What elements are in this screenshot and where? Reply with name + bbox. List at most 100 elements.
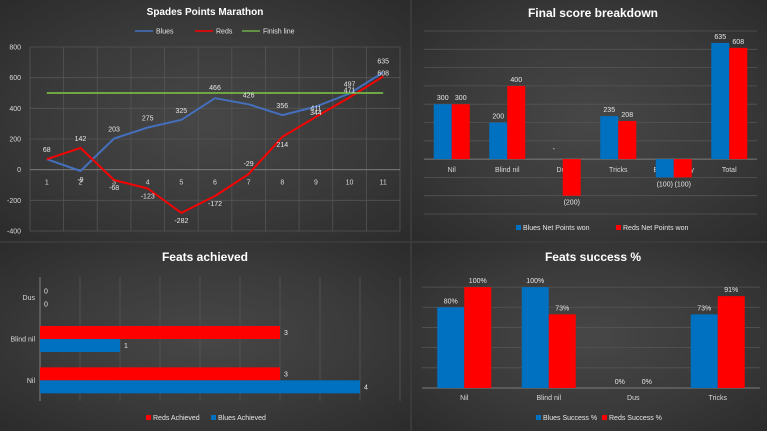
x-tick-label: 1: [45, 180, 49, 187]
x-tick-label: 10: [346, 180, 354, 187]
legend-label: Blues Achieved: [218, 415, 266, 422]
data-label: 100%: [526, 278, 544, 285]
data-label: (200): [564, 200, 580, 207]
chart-title: Final score breakdown: [528, 6, 658, 20]
data-label: 400: [510, 77, 522, 84]
reds-data-label: 142: [75, 136, 87, 143]
x-tick-label: 9: [314, 180, 318, 187]
legend-swatch-1: [516, 225, 521, 230]
x-tick-label: 5: [179, 180, 183, 187]
x-tick-label: 3: [112, 180, 116, 187]
legend-label: Reds Success %: [609, 415, 662, 422]
legend-label: Blues Success %: [543, 415, 597, 422]
legend-label: Reds Net Points won: [623, 225, 688, 232]
bar-blues: [600, 116, 619, 160]
x-tick-label: 7: [247, 180, 251, 187]
blues-data-label: 325: [176, 108, 188, 115]
category-label: Total: [722, 167, 737, 174]
blues-data-label: 356: [276, 103, 288, 110]
blues-data-label: -9: [77, 177, 83, 184]
reds-data-label: -282: [174, 218, 188, 225]
data-label: 3: [284, 371, 288, 378]
legend-label: Blues Net Points won: [523, 225, 590, 232]
blues-data-label: 203: [108, 127, 120, 134]
category-label: Blind nil: [495, 167, 520, 174]
blues-data-label: 635: [377, 58, 389, 65]
y-tick-label: 200: [9, 137, 21, 144]
bar-blues: [40, 380, 360, 394]
blues-data-label: 497: [344, 81, 356, 88]
x-tick-label: 6: [213, 180, 217, 187]
reds-data-label: -68: [109, 185, 119, 192]
x-tick-label: 2: [79, 180, 83, 187]
bar-reds: [618, 121, 637, 160]
data-label: 300: [437, 95, 449, 102]
data-label: -: [553, 146, 556, 153]
data-label: 0: [44, 302, 48, 309]
bar-reds: [40, 367, 280, 381]
category-label: Nil: [448, 167, 457, 174]
y-tick-label: -400: [7, 229, 21, 236]
reds-data-label: 214: [276, 142, 288, 149]
line-chart: Spades Points Marathon -400 -200 0 200 400 60…: [7, 7, 401, 236]
data-label: 0%: [642, 379, 652, 386]
data-label: 608: [732, 39, 744, 46]
bar-blues: [433, 104, 452, 160]
x-tick-label: 11: [380, 180, 387, 187]
data-label: (100): [675, 181, 691, 188]
score-breakdown-chart: Final score breakdown Nil 300 300 Blind nil…: [424, 6, 757, 232]
bar-reds: [673, 159, 692, 178]
legend-label: Reds Achieved: [153, 415, 200, 422]
bar-blues: [40, 339, 120, 352]
legend-swatch-2: [211, 415, 216, 420]
data-label: 73%: [555, 305, 569, 312]
x-tick-label: 4: [146, 180, 150, 187]
data-label: 0%: [615, 379, 625, 386]
series-line-2: [46, 75, 384, 214]
legend-swatch-2: [616, 225, 621, 230]
feats-achieved-panel: Feats achieved Nil 3 4 Blind nil 3 1 Dus 0 0 Reds…: [0, 243, 410, 431]
reds-data-label: -123: [141, 194, 155, 201]
chart-title: Feats success %: [545, 250, 641, 264]
data-label: 100%: [469, 278, 487, 285]
blues-data-label: 426: [243, 92, 255, 99]
bar-reds: [548, 314, 576, 388]
blues-data-label: 411: [310, 106, 321, 113]
bar-reds: [464, 287, 492, 388]
y-tick-label: 0: [17, 167, 21, 174]
feats-success-chart: Feats success % Nil 80% 100% Blind nil 100% 7…: [422, 250, 760, 422]
line-chart-panel: Spades Points Marathon -400 -200 0 200 400 60…: [0, 0, 410, 241]
feats-success-panel: Feats success % Nil 80% 100% Blind nil 100% 7…: [412, 243, 767, 431]
feats-achieved-chart: Feats achieved Nil 3 4 Blind nil 3 1 Dus 0 0 Reds…: [10, 250, 401, 422]
data-label: 1: [124, 343, 128, 350]
bar-blues: [655, 159, 674, 178]
bar-reds: [40, 326, 280, 339]
score-breakdown-panel: Final score breakdown Nil 300 300 Blind nil…: [412, 0, 767, 241]
reds-data-label: 344: [310, 110, 322, 117]
data-label: 300: [455, 95, 467, 102]
category-label: Blind nil: [10, 337, 35, 344]
category-label: Nil: [460, 395, 469, 402]
bar-blues: [489, 122, 508, 160]
legend-label: Reds: [216, 29, 233, 36]
legend-swatch-1: [146, 415, 151, 420]
blues-data-label: 466: [209, 85, 221, 92]
legend-swatch-1: [536, 415, 541, 420]
legend-label: Blues: [156, 29, 174, 36]
bar-reds: [717, 296, 745, 388]
x-tick-label: 8: [280, 180, 284, 187]
data-label: (100): [657, 181, 673, 188]
chart-title: Feats achieved: [162, 250, 248, 264]
bar-reds: [729, 47, 748, 160]
bar-blues: [711, 42, 730, 160]
category-label: Tricks: [609, 167, 628, 174]
legend-label: Finish line: [263, 29, 295, 36]
data-label: 4: [364, 384, 368, 391]
data-label: 91%: [724, 287, 738, 294]
data-label: 235: [603, 107, 615, 114]
y-tick-label: 400: [9, 106, 21, 113]
bar-blues: [521, 287, 549, 388]
reds-data-label: -172: [208, 201, 222, 208]
category-label: Dus: [23, 295, 36, 302]
reds-data-label: -29: [244, 161, 254, 168]
